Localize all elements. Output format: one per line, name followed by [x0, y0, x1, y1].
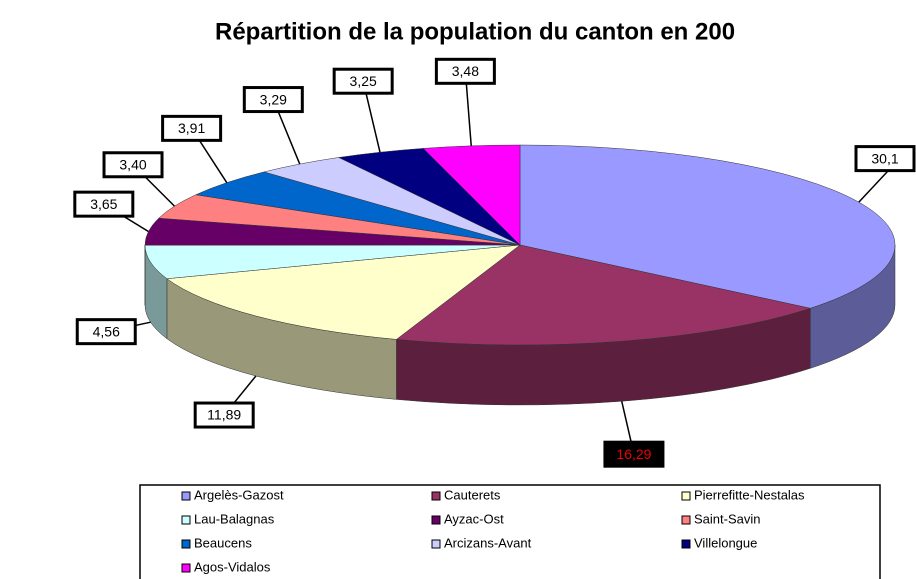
legend-label: Lau-Balagnas: [194, 511, 275, 526]
legend-swatch: [181, 563, 191, 573]
legend-label: Argelès-Gazost: [194, 487, 284, 502]
label-box: [332, 67, 394, 95]
label-box: [854, 145, 916, 173]
data-label: 16,29: [616, 446, 651, 462]
data-label: 4,56: [93, 323, 120, 339]
legend-swatch: [181, 515, 191, 525]
slice: [395, 244, 812, 346]
legend-label: Arcizans-Avant: [444, 535, 532, 550]
label-box: [603, 440, 665, 468]
legend-swatch: [181, 539, 191, 549]
slice: [422, 144, 521, 246]
legend-label: Ayzac-Ost: [444, 511, 504, 526]
legend-box: [139, 484, 881, 579]
legend-swatch: [181, 491, 191, 501]
legend-label: Beaucens: [194, 535, 252, 550]
data-label: 3,48: [452, 63, 479, 79]
legend-swatch: [431, 491, 441, 501]
label-box: [102, 151, 164, 179]
legend-label: Pierrefitte-Nestalas: [694, 487, 805, 502]
legend-swatch: [431, 539, 441, 549]
label-box: [73, 190, 135, 218]
data-label: 30,1: [871, 150, 898, 166]
slice: [166, 244, 521, 340]
legend-swatch: [681, 539, 691, 549]
legend-label: Saint-Savin: [694, 511, 760, 526]
data-label: 3,25: [350, 73, 377, 89]
legend-label: Cauterets: [444, 487, 501, 502]
legend-swatch: [681, 491, 691, 501]
legend-swatch: [681, 515, 691, 525]
label-box: [193, 401, 255, 429]
label-box: [242, 86, 304, 114]
data-label: 3,29: [260, 91, 287, 107]
label-box: [161, 114, 223, 142]
slice: [519, 144, 896, 309]
legend-label: Agos-Vidalos: [194, 559, 271, 574]
label-box: [75, 318, 137, 346]
label-box: [434, 57, 496, 85]
data-label: 3,40: [119, 156, 146, 172]
legend-label: Villelongue: [694, 535, 757, 550]
chart-title: Répartition de la population du canton e…: [215, 18, 735, 45]
data-label: 11,89: [207, 407, 241, 423]
data-label: 3,65: [90, 196, 117, 212]
data-label: 3,91: [178, 120, 205, 136]
legend-swatch: [431, 515, 441, 525]
